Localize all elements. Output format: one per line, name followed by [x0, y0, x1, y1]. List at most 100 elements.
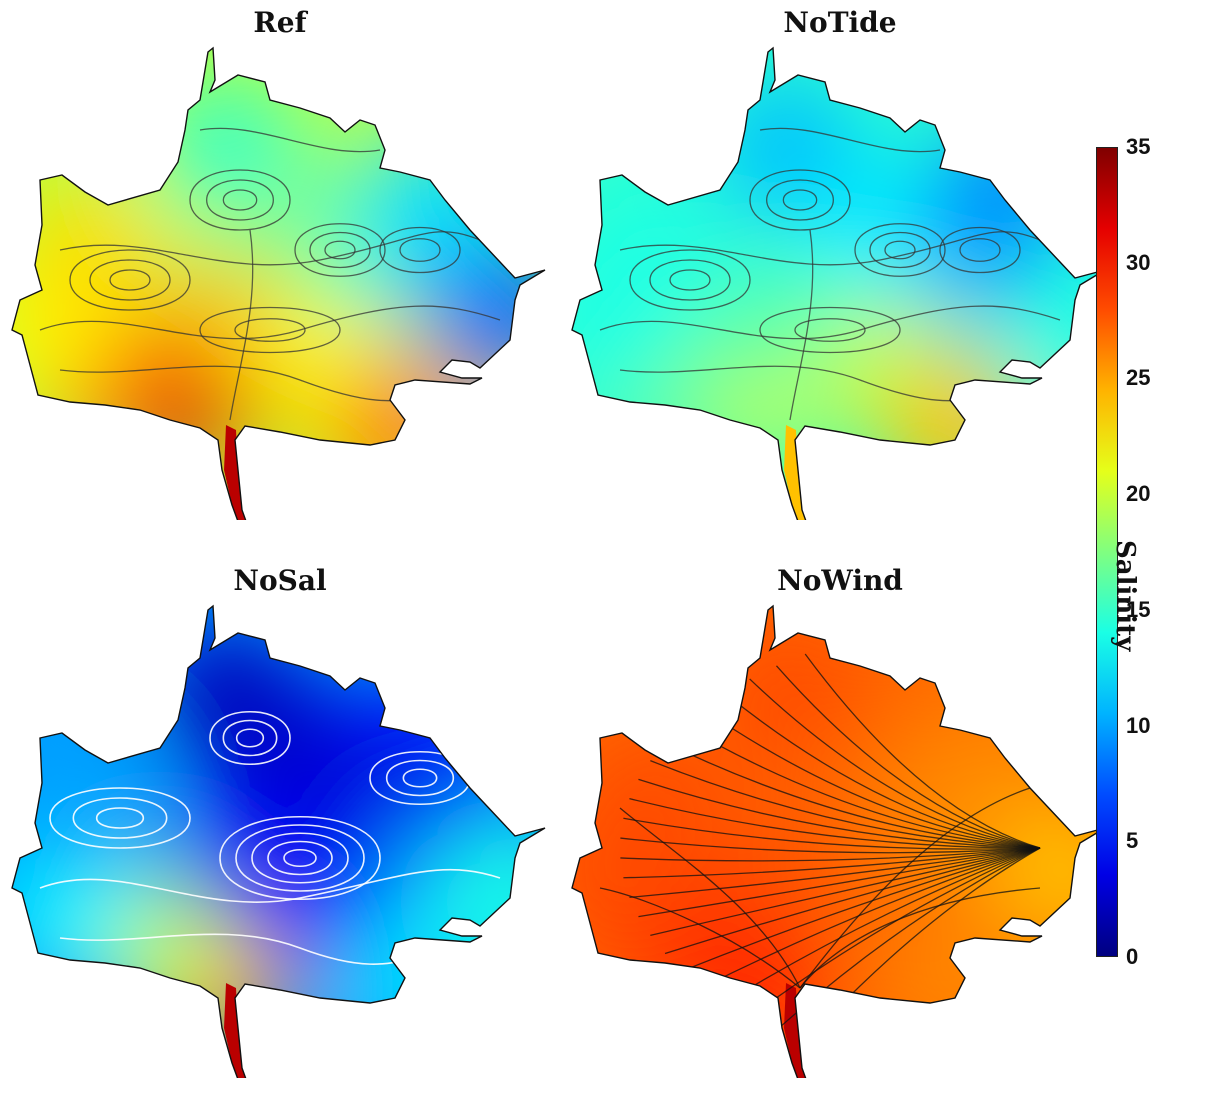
streamline: [629, 798, 1041, 849]
colorbar-tick-label: 5: [1126, 828, 1139, 854]
colorbar-label: Salinity: [1110, 540, 1140, 652]
streamline: [235, 728, 265, 748]
streamline: [235, 824, 365, 892]
streamline: [234, 318, 306, 342]
streamline: [629, 847, 1041, 898]
streamline: [251, 832, 349, 884]
colorbar-tick-label: 0: [1126, 944, 1139, 969]
streamline: [623, 817, 1041, 850]
estuary-map: [571, 604, 1106, 1078]
streamline: [650, 760, 1041, 849]
streamline: [749, 678, 1041, 849]
streamline: [39, 305, 501, 340]
streamline: [199, 306, 341, 354]
estuary-outline: [571, 604, 1106, 1078]
colorbar: [1096, 147, 1118, 957]
estuary-map: [11, 604, 546, 1078]
streamline: [749, 169, 851, 231]
streamline: [206, 179, 274, 221]
streamline: [109, 269, 151, 291]
panel-title: NoTide: [783, 6, 897, 39]
panel-nowind: NoWind: [560, 558, 1120, 1078]
streamline: [759, 127, 941, 153]
streamline: [620, 847, 1041, 862]
river-channel: [784, 983, 812, 1078]
streamline: [794, 318, 866, 342]
estuary-outline: [11, 46, 546, 520]
streamline: [49, 787, 191, 849]
streamline: [294, 223, 386, 277]
streamline: [638, 847, 1041, 918]
colorbar-tick-label: 20: [1126, 481, 1151, 507]
estuary-map: [571, 46, 1106, 520]
colorbar-tick-label: 25: [1126, 365, 1151, 391]
streamline: [379, 226, 461, 274]
colorbar-tick-label: 35: [1126, 134, 1151, 159]
streamline: [283, 848, 317, 868]
streamline: [664, 847, 1041, 955]
streamline: [682, 847, 1041, 972]
estuary-outline: [11, 604, 546, 1078]
streamline: [309, 231, 371, 269]
streamline: [775, 665, 1041, 849]
streamline: [620, 837, 1041, 854]
panel-title: Ref: [253, 6, 307, 39]
streamline: [854, 223, 946, 277]
salinity-sample: [16, 180, 166, 331]
river-channel: [784, 425, 812, 520]
streamline: [724, 692, 1041, 849]
streamline: [59, 231, 481, 266]
streamline: [629, 249, 751, 311]
streamline: [939, 226, 1021, 274]
streamline: [399, 238, 441, 262]
panel-nosal: NoSal: [0, 558, 560, 1078]
panel-notide: NoTide: [560, 0, 1120, 520]
streamline: [385, 759, 455, 797]
streamline: [759, 306, 901, 354]
panel-title: NoSal: [233, 564, 327, 597]
streamline: [619, 807, 801, 989]
streamline: [599, 305, 1061, 340]
streamline: [619, 231, 1041, 266]
streamline: [724, 847, 1041, 1004]
colorbar-tick-label: 15: [1126, 596, 1151, 622]
salinity-sample: [151, 73, 301, 223]
estuary-map: [11, 46, 546, 520]
streamline: [95, 807, 145, 829]
salinity-sample: [340, 900, 490, 1051]
streamline: [789, 229, 814, 421]
streamline: [219, 816, 381, 900]
streamline: [702, 708, 1041, 849]
colorbar-tick-label: 30: [1126, 249, 1151, 275]
streamline: [599, 887, 801, 989]
streamline: [638, 778, 1041, 849]
river-channel: [224, 425, 252, 520]
streamline: [782, 189, 818, 211]
streamline: [229, 229, 254, 421]
salinity-sample: [711, 73, 861, 223]
streamlines: [599, 127, 1061, 421]
streamlines: [39, 711, 501, 965]
panel-title: NoWind: [777, 564, 903, 597]
streamline: [623, 847, 1041, 879]
estuary-outline: [571, 46, 1106, 520]
streamline: [799, 787, 1031, 989]
streamline: [664, 741, 1041, 849]
streamlines: [599, 653, 1041, 1043]
streamlines: [39, 127, 501, 421]
streamline: [267, 840, 333, 876]
streamline: [959, 238, 1001, 262]
streamline: [222, 189, 258, 211]
streamline: [766, 179, 834, 221]
streamline: [682, 724, 1041, 849]
streamline: [804, 653, 1041, 849]
streamline: [199, 127, 381, 153]
salinity-sample: [151, 621, 301, 772]
streamline: [650, 847, 1041, 936]
colorbar-tick-label: 10: [1126, 712, 1151, 738]
streamline: [89, 259, 171, 301]
streamline: [799, 887, 1041, 989]
streamline: [702, 847, 1041, 988]
streamline: [72, 797, 168, 839]
panel-ref: Ref: [0, 0, 560, 520]
